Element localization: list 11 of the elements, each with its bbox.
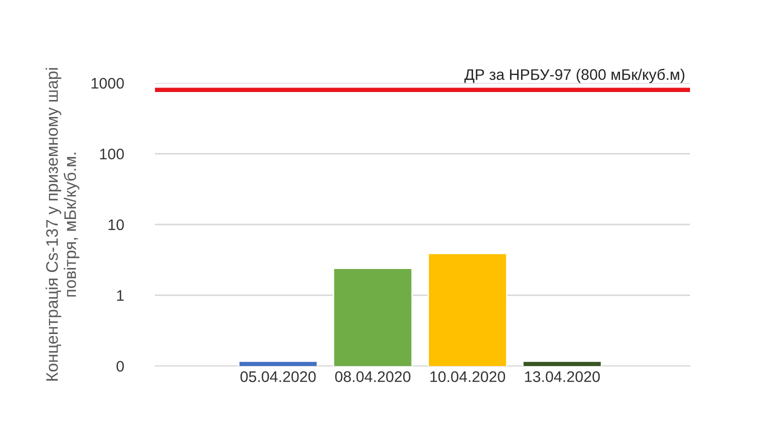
y-tick-label: 10	[108, 219, 124, 230]
x-tick-label: 08.04.2020	[335, 371, 410, 382]
y-tick-label: 0	[116, 360, 124, 372]
x-tick-label: 05.04.2020	[240, 371, 316, 382]
ref-line-label: ДР за НРБУ-97 (800 мБк/куб.м)	[464, 68, 684, 83]
x-tick-label: 13.04.2020	[525, 371, 600, 382]
y-axis-title: Концентрація Cs-137 у приземному шарі повітря, мБк/куб.м.	[46, 68, 80, 381]
x-tick-label: 10.04.2020	[430, 371, 506, 382]
y-tick-label: 1	[117, 290, 124, 301]
y-tick-label: 1000	[92, 78, 124, 89]
y-tick-label: 100	[100, 148, 124, 160]
